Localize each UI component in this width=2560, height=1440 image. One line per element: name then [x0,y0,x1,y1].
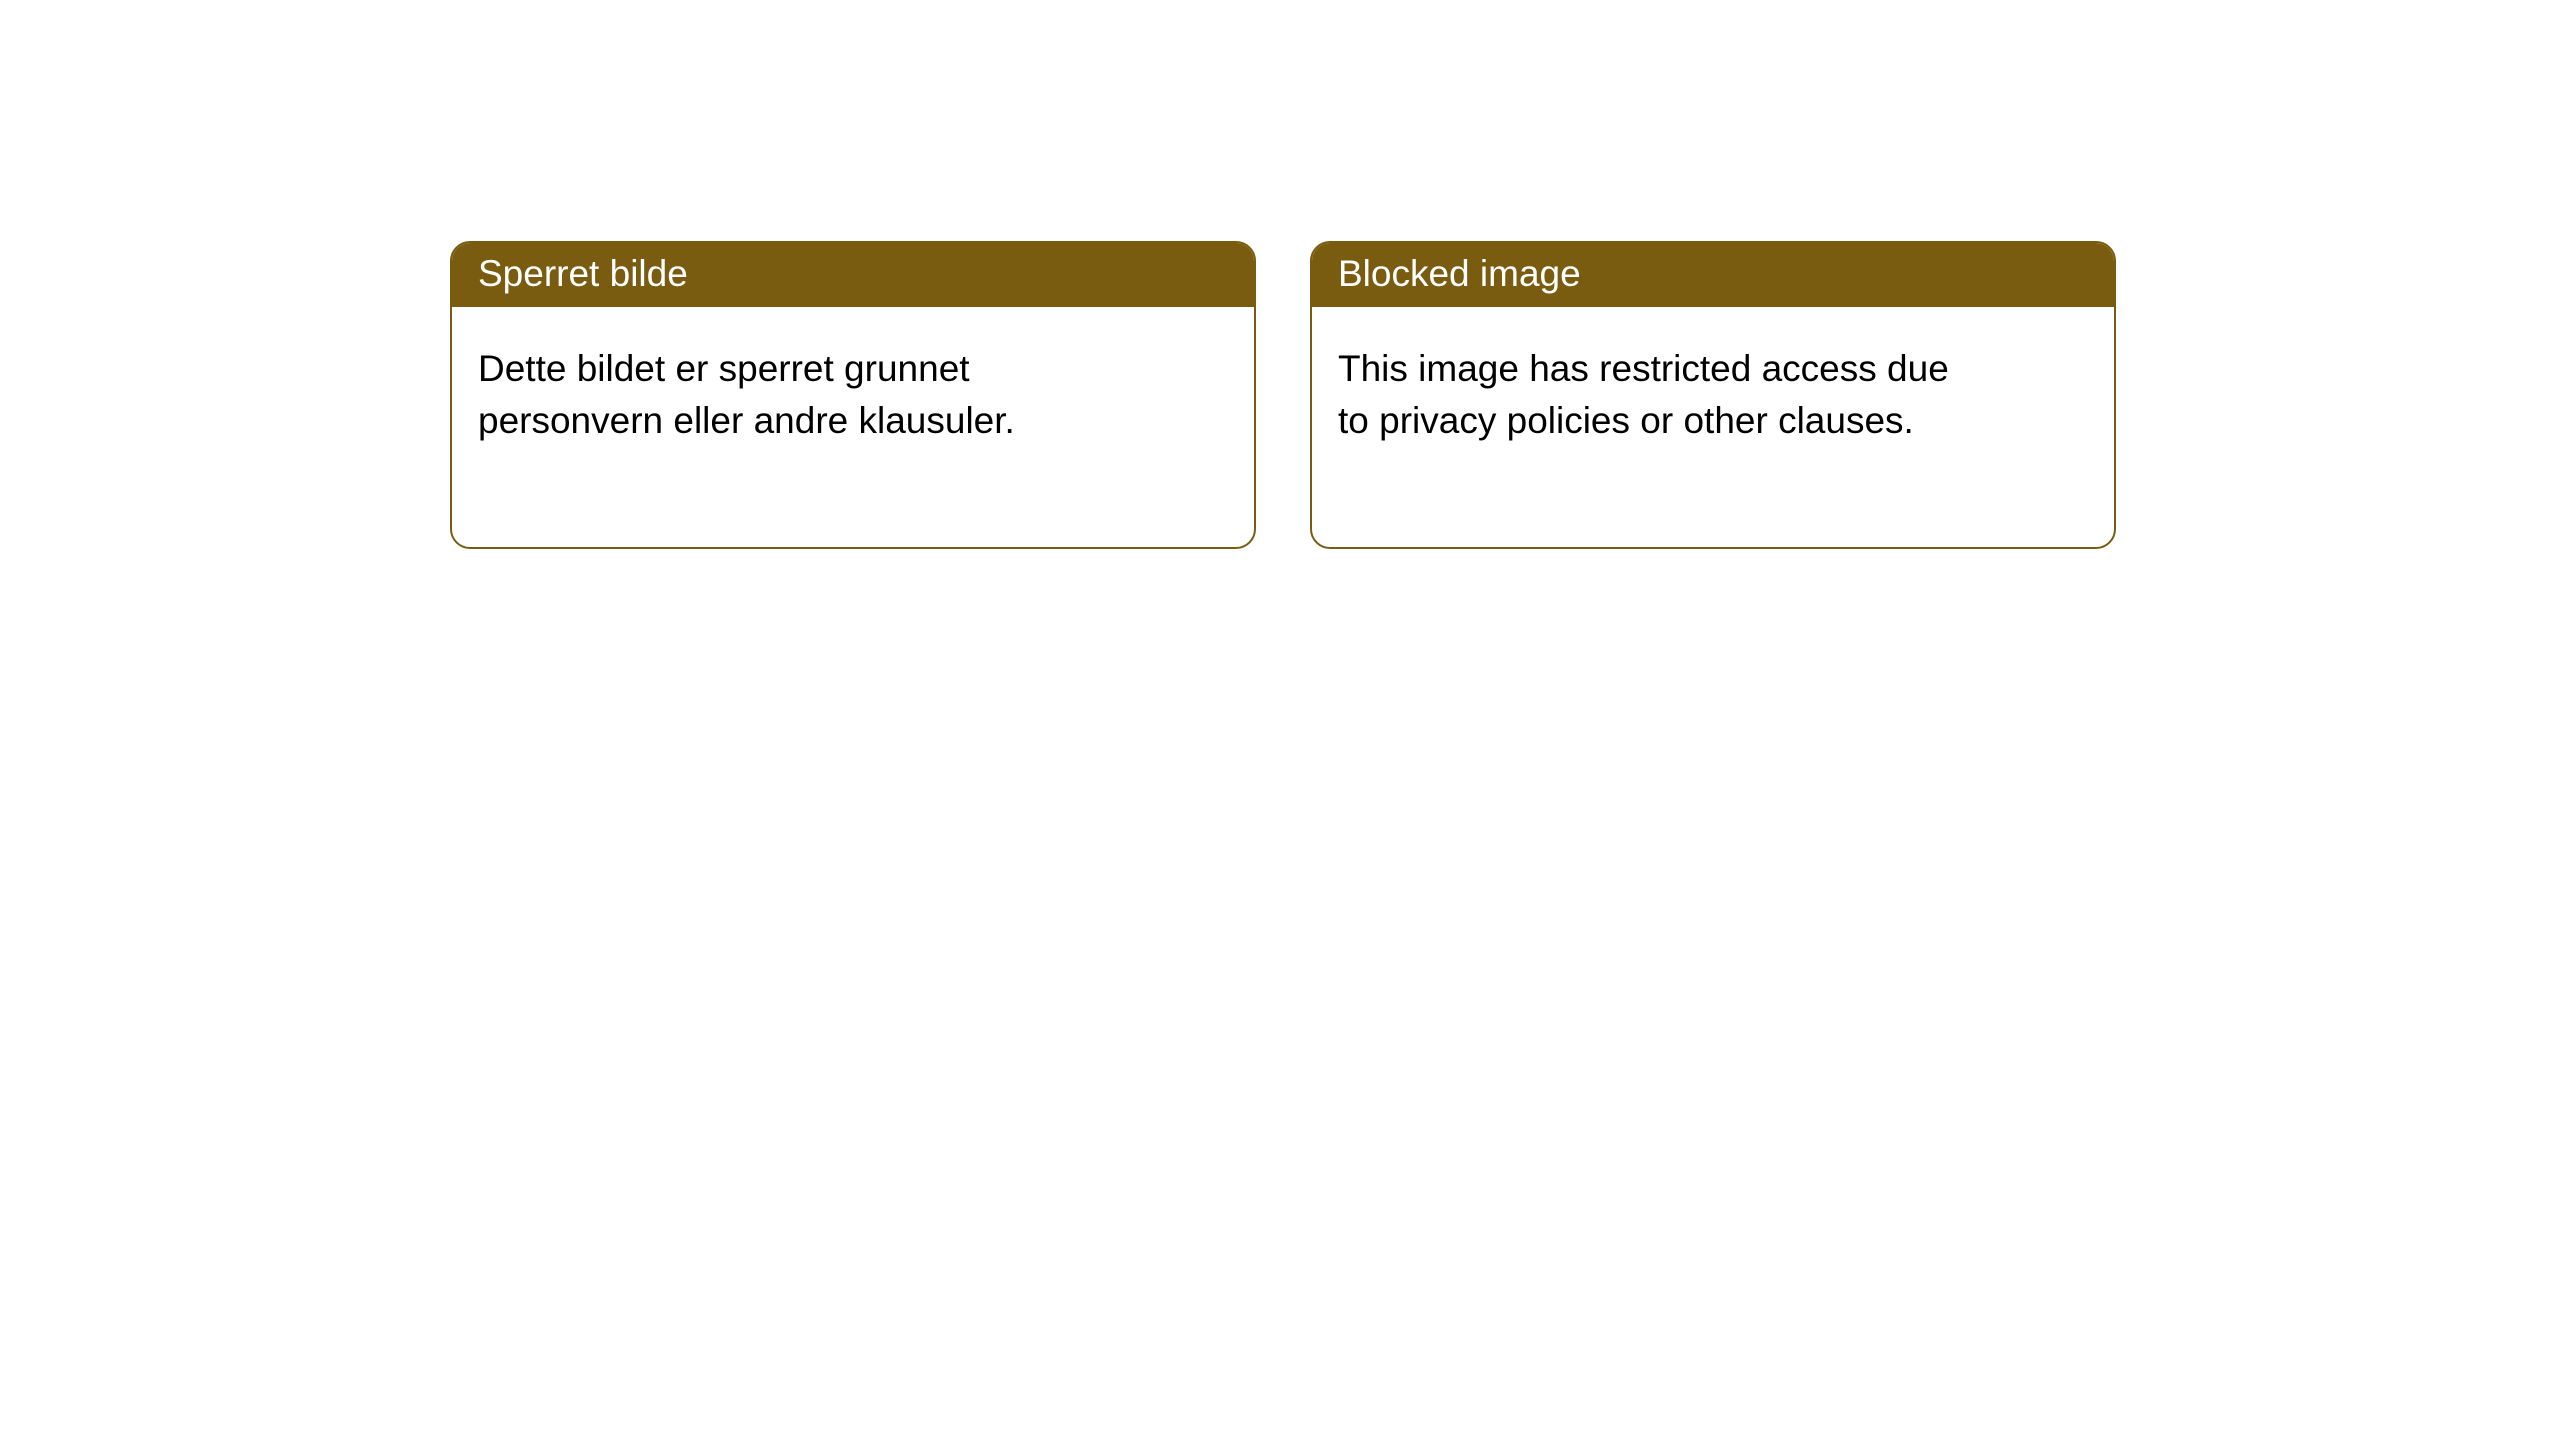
notice-body: Dette bildet er sperret grunnet personve… [452,307,1152,547]
notice-title: Blocked image [1312,243,2114,307]
notice-title: Sperret bilde [452,243,1254,307]
notice-card-norwegian: Sperret bilde Dette bildet er sperret gr… [450,241,1256,549]
notice-container: Sperret bilde Dette bildet er sperret gr… [0,0,2560,549]
notice-card-english: Blocked image This image has restricted … [1310,241,2116,549]
notice-body: This image has restricted access due to … [1312,307,2012,547]
